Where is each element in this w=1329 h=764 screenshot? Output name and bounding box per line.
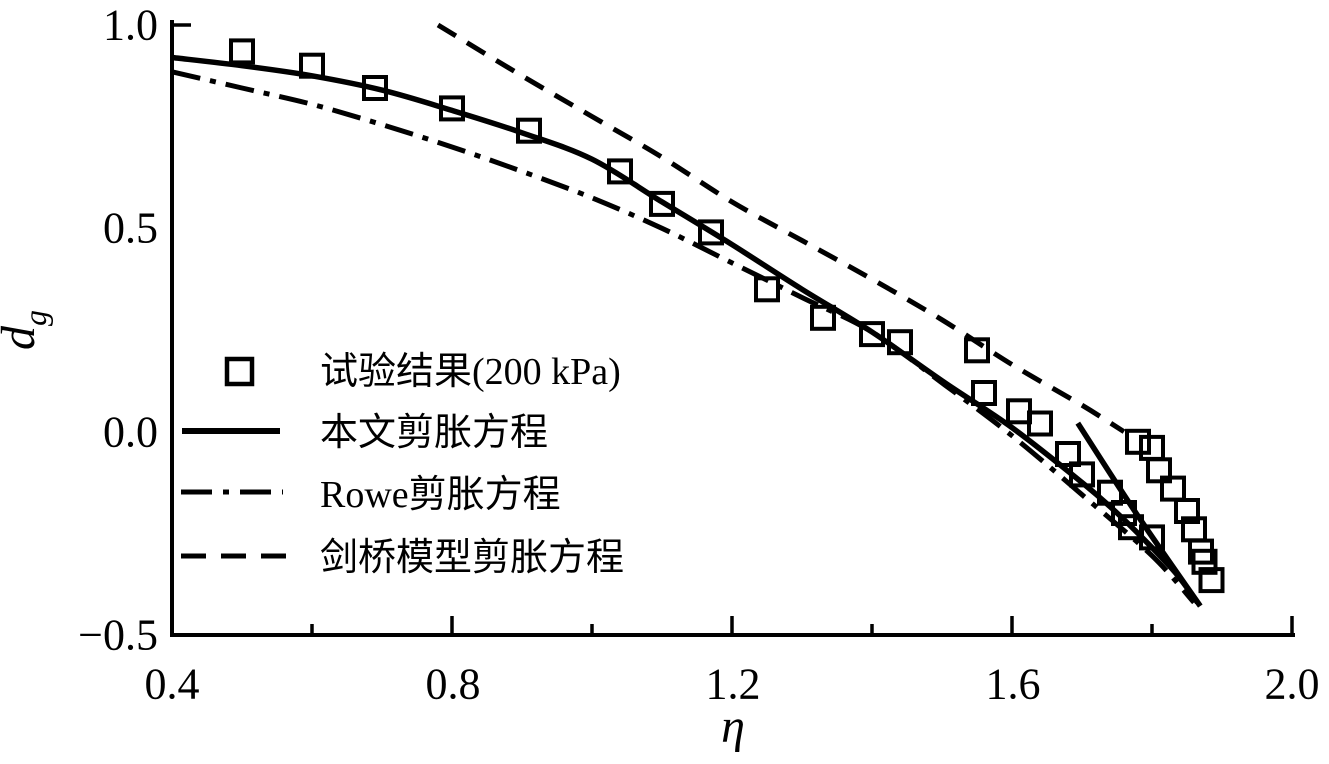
- legend-label-experiment: 试验结果(200 kPa): [320, 351, 621, 393]
- data-point-square: [1198, 567, 1225, 594]
- scatter-layer: [229, 38, 1225, 594]
- x-tick-label-0.4: 0.4: [145, 660, 200, 709]
- data-point-square: [1146, 457, 1172, 484]
- x-tick-label-1.6: 1.6: [986, 660, 1041, 709]
- curve-solid: [171, 54, 1200, 605]
- y-tick-label-0.0: 0.0: [103, 408, 158, 457]
- curves-layer: [171, 22, 1203, 608]
- data-point-square: [607, 158, 633, 185]
- axis-ticks: [310, 616, 1294, 635]
- data-point-square: [698, 219, 724, 246]
- y-axis-title-main: d: [0, 325, 45, 350]
- data-point-square: [1191, 548, 1218, 575]
- data-point-square: [1139, 434, 1165, 461]
- data-point-square: [1139, 524, 1165, 551]
- data-point-square: [754, 276, 780, 303]
- data-point-square: [859, 321, 885, 348]
- y-tick-label--0.5: −0.5: [78, 611, 158, 660]
- data-point-square: [1055, 441, 1081, 467]
- data-point-square: [1097, 479, 1123, 506]
- y-axis-title-subscript: g: [17, 310, 53, 326]
- data-point-square: [1174, 498, 1200, 524]
- data-point-square: [516, 117, 542, 144]
- data-point-square: [439, 95, 465, 122]
- data-point-square: [299, 52, 325, 79]
- y-tick-label-1.0: 1.0: [103, 1, 158, 50]
- data-point-square: [362, 75, 388, 101]
- legend-marker-open-square: [224, 356, 255, 387]
- data-point-square: [810, 304, 836, 331]
- data-point-square: [1160, 475, 1186, 502]
- legend: 试验结果(200 kPa) 本文剪胀方程 Rowe剪胀方程 剑桥模型剪胀方程: [181, 351, 624, 579]
- y-tick-label-0.5: 0.5: [103, 204, 158, 253]
- data-point-square: [1125, 428, 1151, 455]
- y-axis: 1.0 0.5 0.0 −0.5 dg: [0, 1, 158, 660]
- x-axis: 0.4 0.8 1.2 1.6 2.0 η: [145, 660, 1320, 754]
- curve-dashed: [436, 22, 1126, 434]
- data-point-square: [649, 190, 675, 217]
- data-point-square: [887, 329, 913, 356]
- data-point-square: [1111, 500, 1137, 526]
- curve-dashdot: [171, 69, 1196, 605]
- data-point-square: [229, 38, 255, 65]
- data-point-square: [964, 337, 990, 364]
- data-point-square: [1027, 410, 1053, 437]
- x-tick-label-1.2: 1.2: [706, 660, 761, 709]
- legend-label-rowe: Rowe剪胀方程: [320, 474, 561, 516]
- legend-label-camclay: 剑桥模型剪胀方程: [320, 537, 624, 579]
- x-axis-title: η: [721, 700, 745, 753]
- data-point-square: [971, 380, 997, 406]
- x-tick-label-2.0: 2.0: [1265, 660, 1320, 709]
- data-point-square: [1069, 461, 1095, 488]
- axis-spines: [170, 20, 1295, 637]
- y-axis-title: dg: [0, 310, 53, 350]
- data-point-square: [1006, 398, 1032, 425]
- x-tick-label-0.8: 0.8: [426, 660, 481, 709]
- legend-label-proposed: 本文剪胀方程: [320, 412, 548, 454]
